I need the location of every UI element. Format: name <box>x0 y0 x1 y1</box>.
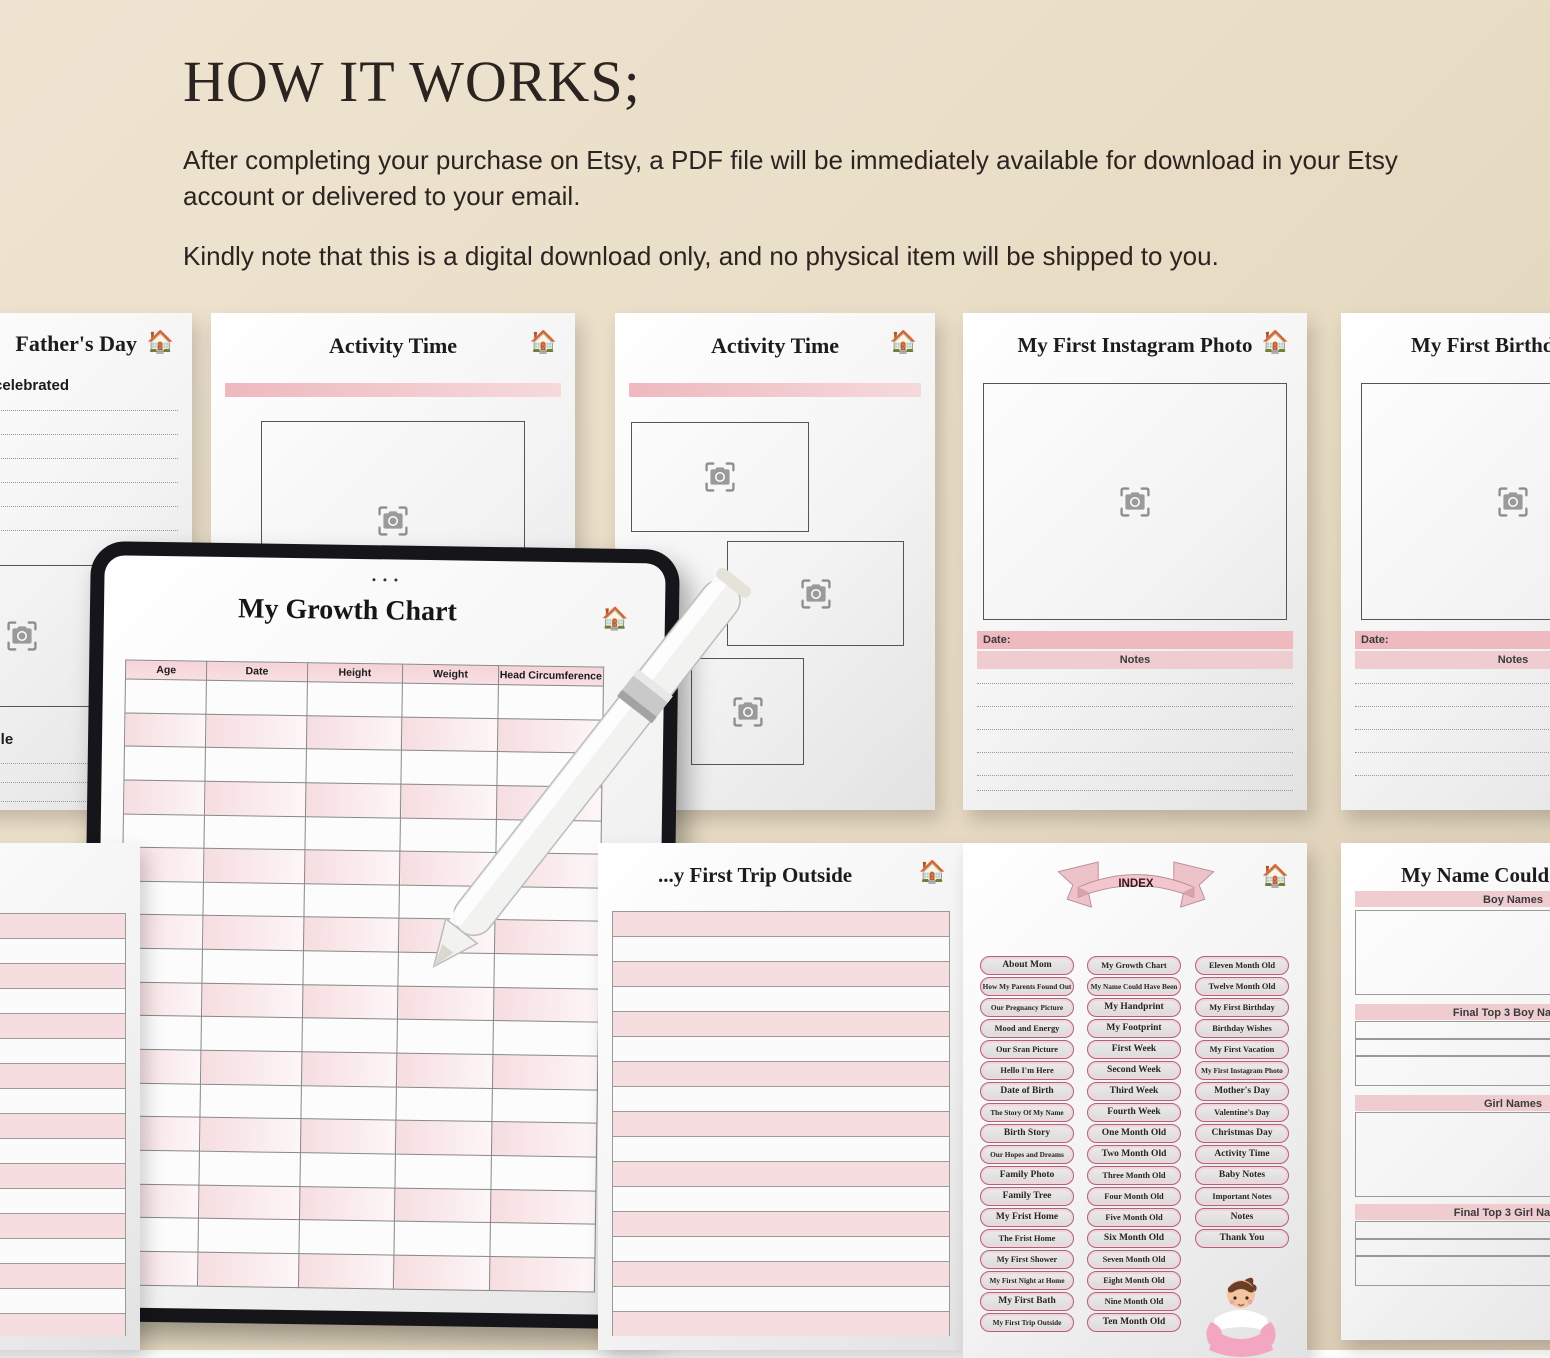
svg-text:INDEX: INDEX <box>1118 878 1154 890</box>
